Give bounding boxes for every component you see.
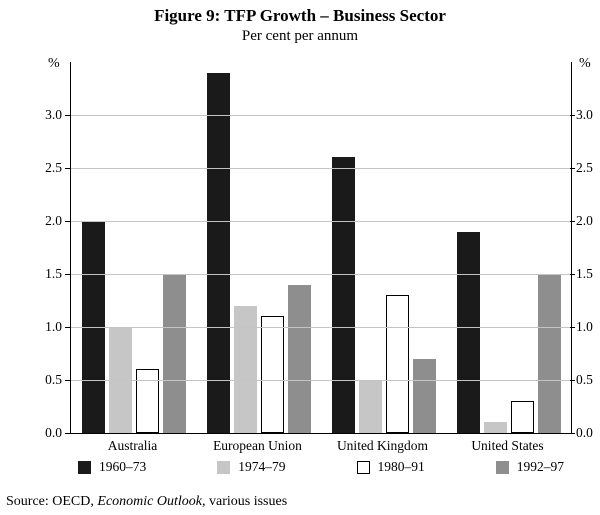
tick-left (65, 380, 70, 381)
legend-swatch-icon (78, 460, 91, 474)
legend: 1960–73 1974–79 1980–91 1992–97 (78, 459, 564, 475)
legend-swatch-icon (356, 460, 370, 474)
bar-australia-1980–91 (135, 369, 159, 433)
tick-right (570, 327, 575, 328)
y-tick-label-right: 0.0 (576, 425, 593, 440)
gridline (71, 115, 571, 116)
bar-group-united-kingdom (321, 62, 446, 433)
bar-united-states-1980–91 (510, 401, 534, 433)
bar-european-union-1974–79 (233, 305, 257, 433)
y-tick-label-left: 0.5 (45, 372, 62, 387)
y-tick-label-left: 1.0 (45, 319, 62, 334)
source-note: Source: OECD, Economic Outlook, various … (6, 494, 287, 510)
bars-container (71, 62, 571, 433)
gridline (71, 221, 571, 222)
legend-item-1974–79: 1974–79 (217, 459, 286, 475)
legend-item-1960–73: 1960–73 (78, 459, 146, 475)
bar-united-states-1960–73 (456, 231, 480, 433)
tick-right (570, 433, 575, 434)
x-label-united-kingdom: United Kingdom (336, 438, 429, 453)
bar-united-kingdom-1992–97 (412, 358, 436, 433)
tick-left (65, 433, 70, 434)
legend-item-1980–91: 1980–91 (356, 459, 425, 475)
legend-item-1992–97: 1992–97 (495, 459, 564, 475)
y-tick-label-right: 0.5 (576, 372, 593, 387)
tick-right (570, 168, 575, 169)
tick-right (570, 115, 575, 116)
y-tick-label-right: 2.5 (576, 160, 593, 175)
bar-united-kingdom-1974–79 (358, 380, 382, 433)
y-tick-label-left: 3.0 (45, 107, 62, 122)
y-tick-label-right: 1.0 (576, 319, 593, 334)
legend-swatch-icon (217, 460, 231, 474)
legend-label: 1960–73 (99, 459, 147, 474)
y-tick-label-right: 2.0 (576, 213, 593, 228)
x-label-european-union: European Union (213, 438, 302, 453)
source-suffix: various issues (205, 494, 288, 509)
bar-european-union-1960–73 (206, 72, 230, 433)
bar-united-states-1974–79 (483, 422, 507, 433)
y-tick-label-right: 1.5 (576, 266, 593, 281)
bar-group-united-states (446, 62, 571, 433)
bar-australia-1992–97 (162, 274, 186, 433)
x-label-australia: Australia (107, 438, 158, 453)
gridline (71, 380, 571, 381)
chart-subtitle: Per cent per annum (241, 28, 359, 44)
bar-group-european-union (196, 62, 321, 433)
gridline (71, 327, 571, 328)
tick-left (65, 274, 70, 275)
chart-title: Figure 9: TFP Growth – Business Sector (154, 6, 446, 25)
gridline (71, 274, 571, 275)
tick-left (65, 168, 70, 169)
y-tick-label-left: 0.0 (45, 425, 62, 440)
source-prefix: Source: OECD, (6, 494, 98, 509)
legend-label: 1980–91 (377, 459, 425, 474)
bar-united-kingdom-1960–73 (331, 157, 355, 433)
bar-united-kingdom-1980–91 (385, 295, 409, 433)
x-label-united-states: United States (471, 438, 544, 453)
legend-label: 1974–79 (238, 459, 286, 474)
source-publication: Economic Outlook, (97, 494, 206, 509)
tick-left (65, 327, 70, 328)
tick-right (570, 274, 575, 275)
legend-swatch-icon (495, 460, 509, 474)
bar-european-union-1992–97 (287, 284, 311, 433)
legend-label: 1992–97 (516, 459, 564, 474)
tick-right (570, 380, 575, 381)
y-tick-label-left: 1.5 (45, 266, 62, 281)
bar-european-union-1980–91 (260, 316, 284, 433)
bar-united-states-1992–97 (537, 274, 561, 433)
y-tick-label-left: 2.5 (45, 160, 62, 175)
y-tick-label-left: 2.0 (45, 213, 62, 228)
gridline (71, 168, 571, 169)
y-tick-label-right: 3.0 (576, 107, 593, 122)
y-axis-unit-left: % (48, 56, 60, 71)
y-axis-unit-right: % (579, 56, 591, 71)
tick-left (65, 221, 70, 222)
x-axis-labels: Australia European Union United Kingdom Uni… (70, 438, 570, 454)
bar-group-australia (71, 62, 196, 433)
tick-left (65, 115, 70, 116)
plot-area (70, 62, 572, 434)
tick-right (570, 221, 575, 222)
